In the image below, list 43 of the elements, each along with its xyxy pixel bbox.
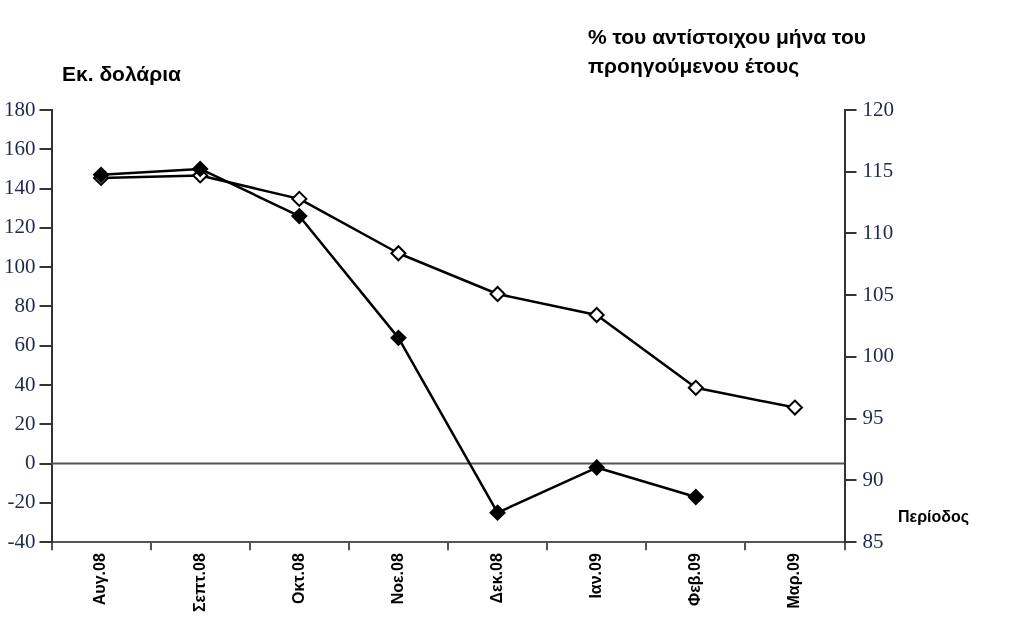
point bbox=[588, 459, 605, 476]
y-tick-label: 20 bbox=[14, 410, 36, 435]
y-tick-label: -20 bbox=[7, 489, 36, 514]
x-tick-label: Φεβ.09 bbox=[686, 553, 704, 606]
point bbox=[687, 488, 704, 505]
point bbox=[687, 379, 704, 396]
y2-tick-label: 85 bbox=[862, 528, 884, 553]
y-tick-label: 180 bbox=[4, 96, 36, 121]
y-tick-label: 120 bbox=[4, 214, 36, 239]
point bbox=[588, 306, 605, 323]
x-tick-label: Σεπτ.08 bbox=[190, 553, 208, 612]
x-tick-label: Αυγ.08 bbox=[91, 553, 109, 606]
y-tick-label: 0 bbox=[25, 450, 36, 475]
y2-tick-label: 95 bbox=[862, 405, 884, 430]
y2-tick-label: 105 bbox=[862, 281, 894, 306]
point bbox=[489, 285, 506, 302]
y-tick-label: 140 bbox=[4, 175, 36, 200]
y2-tick-label: 100 bbox=[862, 343, 894, 368]
point bbox=[291, 190, 308, 207]
x-tick-label: Νοε.08 bbox=[388, 553, 406, 605]
y-tick-label: 60 bbox=[14, 332, 36, 357]
y-tick-label: 160 bbox=[4, 135, 36, 160]
y2-axis-title: % του αντίστοιχου μήνα του προηγούμενου έτους bbox=[588, 24, 867, 79]
y2-tick-label: 110 bbox=[862, 219, 894, 244]
point bbox=[786, 399, 803, 416]
point bbox=[390, 329, 407, 346]
y-tick-label: -40 bbox=[7, 528, 36, 553]
y-tick-label: 80 bbox=[14, 292, 36, 317]
y2-tick-label: 115 bbox=[862, 158, 894, 183]
x-tick-label: Οκτ.08 bbox=[289, 553, 307, 604]
x-axis-title: Περίοδος bbox=[898, 508, 970, 526]
y2-tick-label: 120 bbox=[862, 96, 894, 121]
y-tick-label: 100 bbox=[4, 253, 36, 278]
x-tick-label: Δεκ.08 bbox=[487, 553, 505, 604]
y-tick-label: 40 bbox=[14, 371, 36, 396]
point bbox=[192, 160, 209, 177]
x-tick-label: Ιαν.09 bbox=[587, 553, 605, 599]
x-tick-label: Μαρ.09 bbox=[785, 553, 803, 609]
point bbox=[489, 504, 506, 521]
point bbox=[291, 208, 308, 225]
y2-tick-label: 90 bbox=[862, 466, 884, 491]
point bbox=[390, 245, 407, 262]
y-axis-title: Εκ. δολάρια bbox=[62, 62, 182, 86]
